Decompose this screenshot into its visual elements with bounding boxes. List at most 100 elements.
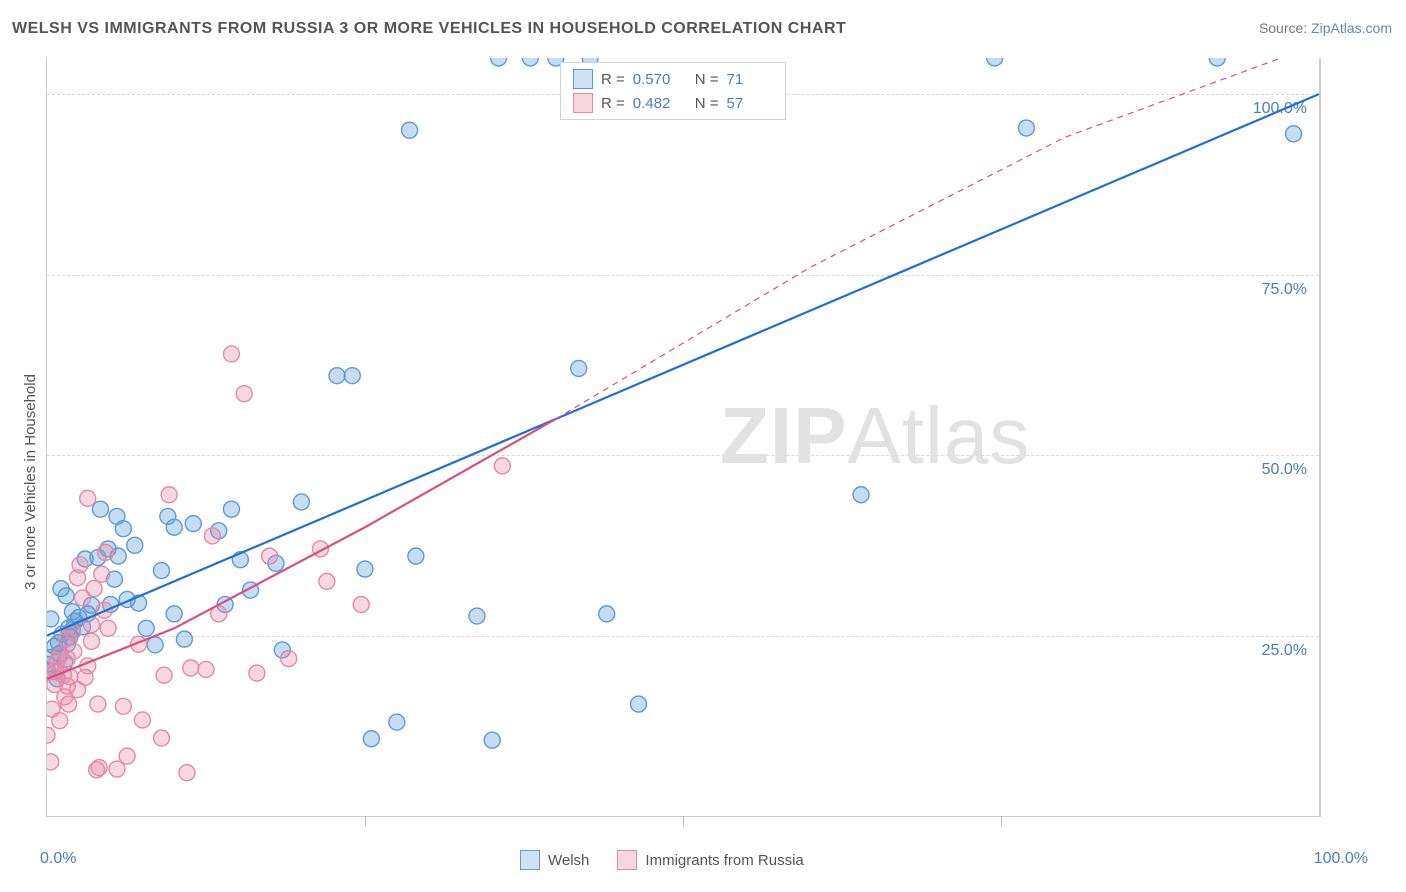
data-point: [58, 588, 74, 604]
legend-item: Welsh: [520, 850, 589, 870]
data-point: [293, 494, 309, 510]
data-point: [84, 633, 100, 649]
data-point: [153, 730, 169, 746]
chart-title: WELSH VS IMMIGRANTS FROM RUSSIA 3 OR MOR…: [12, 20, 846, 38]
data-point: [98, 545, 114, 561]
data-point: [166, 519, 182, 535]
data-point: [249, 665, 265, 681]
data-point: [571, 360, 587, 376]
data-point: [94, 566, 110, 582]
stat-r-label: R =: [601, 95, 625, 112]
data-point: [491, 58, 507, 66]
data-point: [1018, 120, 1034, 136]
data-point: [47, 727, 55, 743]
correlation-chart: WELSH VS IMMIGRANTS FROM RUSSIA 3 OR MOR…: [0, 0, 1406, 892]
data-point: [223, 346, 239, 362]
data-point: [408, 548, 424, 564]
source-attribution: Source: ZipAtlas.com: [1259, 20, 1392, 36]
data-point: [281, 651, 297, 667]
data-point: [115, 521, 131, 537]
plot-area: 25.0%50.0%75.0%100.0%: [46, 58, 1321, 817]
data-point: [138, 620, 154, 636]
x-axis-min-label: 0.0%: [40, 850, 76, 868]
data-point: [72, 557, 88, 573]
x-tick: [365, 816, 366, 826]
plot-svg: [47, 58, 1319, 816]
stats-row: R = 0.482 N = 57: [561, 91, 785, 115]
data-point: [236, 386, 252, 402]
data-point: [176, 631, 192, 647]
data-point: [66, 643, 82, 659]
source-link[interactable]: ZipAtlas.com: [1311, 20, 1392, 36]
legend-label: Immigrants from Russia: [645, 852, 803, 869]
x-tick: [1001, 816, 1002, 826]
data-point: [185, 516, 201, 532]
data-point: [484, 732, 500, 748]
legend-swatch: [520, 850, 540, 870]
stats-row: R = 0.570 N = 71: [561, 67, 785, 91]
data-point: [183, 660, 199, 676]
data-point: [100, 620, 116, 636]
data-point: [599, 606, 615, 622]
data-point: [1286, 126, 1302, 142]
data-point: [389, 714, 405, 730]
trend-line: [47, 419, 556, 679]
data-point: [522, 58, 538, 66]
data-point: [329, 368, 345, 384]
data-point: [156, 667, 172, 683]
y-axis-label: 3 or more Vehicles in Household: [22, 374, 39, 590]
data-point: [198, 661, 214, 677]
data-point: [161, 487, 177, 503]
data-point: [119, 748, 135, 764]
data-point: [47, 611, 59, 627]
data-point: [344, 368, 360, 384]
data-point: [86, 581, 102, 597]
data-point: [853, 487, 869, 503]
data-point: [353, 596, 369, 612]
data-point: [47, 754, 59, 770]
data-point: [357, 561, 373, 577]
data-point: [115, 698, 131, 714]
data-point: [204, 528, 220, 544]
stat-r-label: R =: [601, 71, 625, 88]
data-point: [153, 563, 169, 579]
stat-n-label: N =: [695, 71, 719, 88]
data-point: [166, 606, 182, 622]
legend-swatch: [573, 69, 593, 89]
data-point: [90, 696, 106, 712]
data-point: [52, 713, 68, 729]
data-point: [469, 608, 485, 624]
data-point: [80, 490, 96, 506]
stat-r-value: 0.482: [633, 95, 679, 112]
data-point: [630, 696, 646, 712]
data-point: [319, 573, 335, 589]
stat-n-value: 71: [727, 71, 773, 88]
data-point: [127, 537, 143, 553]
stat-r-value: 0.570: [633, 71, 679, 88]
data-point: [987, 58, 1003, 66]
legend-label: Welsh: [548, 852, 589, 869]
stats-legend-box: R = 0.570 N = 71 R = 0.482 N = 57: [560, 62, 786, 120]
trend-line: [47, 94, 1319, 635]
stat-n-value: 57: [727, 95, 773, 112]
data-point: [91, 760, 107, 776]
stat-n-label: N =: [695, 95, 719, 112]
data-point: [61, 696, 77, 712]
data-point: [262, 548, 278, 564]
data-point: [77, 669, 93, 685]
data-point: [402, 122, 418, 138]
data-point: [223, 501, 239, 517]
legend-swatch: [617, 850, 637, 870]
x-tick: [683, 816, 684, 826]
data-point: [1209, 58, 1225, 66]
data-point: [147, 637, 163, 653]
data-point: [363, 731, 379, 747]
source-label: Source:: [1259, 20, 1311, 36]
data-point: [92, 501, 108, 517]
x-axis-max-label: 100.0%: [1314, 850, 1368, 868]
data-point: [134, 712, 150, 728]
data-point: [494, 458, 510, 474]
legend-swatch: [573, 93, 593, 113]
bottom-legend: Welsh Immigrants from Russia: [520, 850, 804, 870]
data-point: [179, 765, 195, 781]
